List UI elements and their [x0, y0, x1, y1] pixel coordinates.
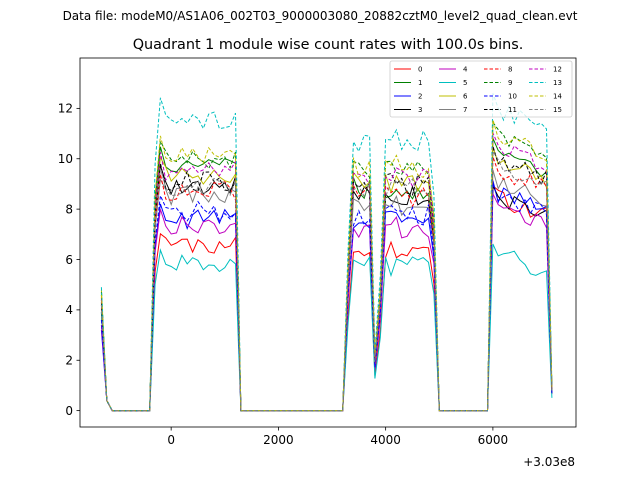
legend-label-12: 12 [553, 66, 562, 74]
series-line-8 [100, 156, 553, 412]
figure-suptitle: Data file: modeM0/AS1A06_002T03_90000030… [63, 9, 578, 23]
series-line-12 [100, 132, 553, 412]
series-line-11 [100, 146, 553, 412]
y-tick-label: 8 [65, 202, 73, 216]
x-offset-label: +3.03e8 [523, 455, 575, 469]
legend-label-9: 9 [508, 79, 512, 87]
y-tick-label: 4 [65, 303, 73, 317]
legend-label-10: 10 [508, 93, 517, 101]
y-tick-label: 6 [65, 253, 73, 267]
y-tick-label: 2 [65, 354, 73, 368]
series-line-0 [100, 184, 553, 412]
x-tick-label: 0 [167, 433, 175, 447]
x-axis: 0 2000 4000 6000 [167, 427, 508, 447]
legend-label-2: 2 [418, 93, 422, 101]
legend-label-11: 11 [508, 106, 517, 114]
legend-frame [389, 60, 573, 118]
y-tick-label: 10 [58, 152, 73, 166]
legend-label-8: 8 [508, 66, 512, 74]
y-axis: 0 2 4 6 8 10 12 [58, 102, 80, 418]
series-line-3 [100, 165, 553, 412]
plot-lines [100, 93, 553, 412]
series-line-4 [100, 193, 553, 412]
y-tick-label: 0 [65, 404, 73, 418]
series-line-1 [100, 138, 553, 412]
plot-frame [79, 57, 577, 428]
legend-label-1: 1 [418, 79, 422, 87]
x-tick-label: 6000 [478, 433, 509, 447]
series-line-10 [100, 183, 553, 412]
y-tick-label: 12 [58, 102, 73, 116]
series-line-13 [100, 93, 553, 412]
series-line-6 [100, 146, 553, 412]
legend-label-3: 3 [418, 106, 422, 114]
series-line-2 [100, 180, 553, 412]
chart-title: Quadrant 1 module wise count rates with … [133, 37, 524, 53]
legend-label-6: 6 [463, 93, 468, 101]
series-line-15 [100, 149, 553, 412]
legend-label-4: 4 [463, 66, 468, 74]
legend-label-15: 15 [553, 106, 562, 114]
legend-label-5: 5 [463, 79, 467, 87]
legend-label-13: 13 [553, 79, 562, 87]
series-line-5 [100, 243, 553, 412]
legend-label-7: 7 [463, 106, 467, 114]
legend-label-0: 0 [418, 66, 422, 74]
series-line-9 [100, 120, 553, 412]
x-tick-label: 2000 [263, 433, 294, 447]
series-line-7 [100, 169, 553, 412]
legend-label-14: 14 [553, 93, 562, 101]
x-tick-label: 4000 [370, 433, 401, 447]
